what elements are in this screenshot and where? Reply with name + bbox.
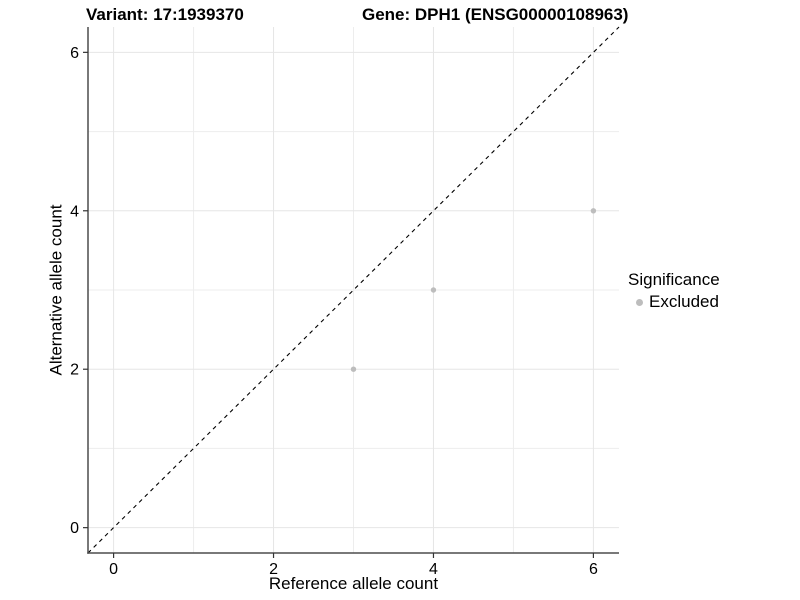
x-tick-label: 4: [429, 561, 438, 578]
legend-entry-excluded: Excluded: [628, 292, 720, 311]
y-tick-label: 0: [70, 520, 79, 537]
legend: Significance Excluded: [628, 270, 720, 311]
legend-title: Significance: [628, 270, 720, 289]
x-tick-label: 2: [269, 561, 278, 578]
y-axis-title: Alternative allele count: [47, 204, 67, 376]
gene-title: Gene: DPH1 (ENSG00000108963): [362, 5, 629, 24]
variant-title: Variant: 17:1939370: [86, 5, 244, 24]
data-point: [350, 366, 357, 372]
legend-entry-label: Excluded: [649, 292, 719, 311]
legend-point-icon: [636, 298, 643, 306]
data-point: [430, 287, 437, 293]
y-tick-label: 6: [70, 45, 79, 62]
x-tick-label: 6: [589, 561, 598, 578]
y-axis-title-container: Alternative allele count: [46, 27, 68, 553]
y-tick-label: 4: [70, 203, 79, 220]
x-tick-label: 0: [109, 561, 118, 578]
x-axis-title: Reference allele count: [268, 574, 439, 593]
y-tick-label: 2: [70, 362, 79, 379]
data-point: [590, 208, 597, 214]
